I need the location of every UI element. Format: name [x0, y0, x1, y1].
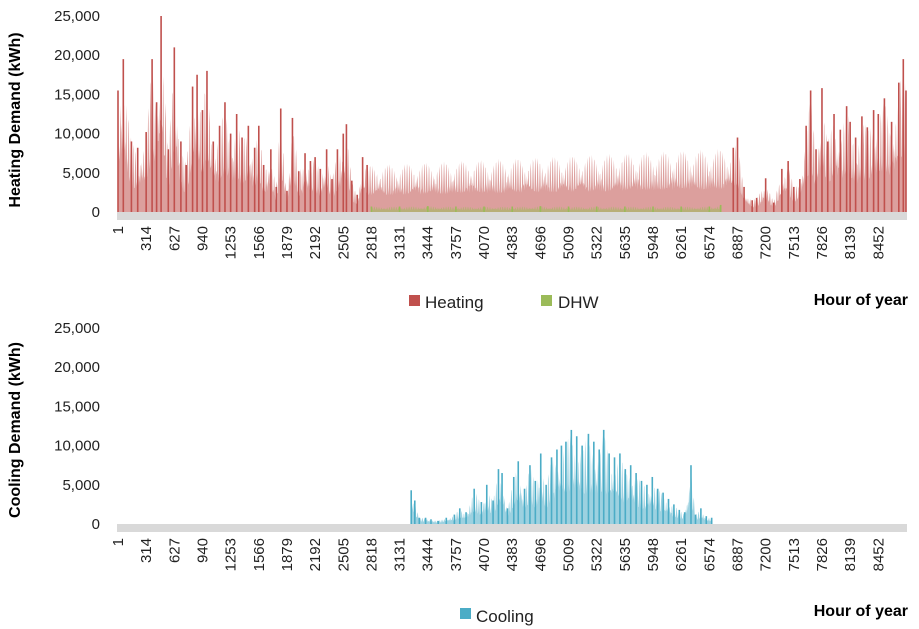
cooling-x-tick-label: 5948	[645, 538, 662, 571]
heating-x-tick-label: 1879	[279, 226, 296, 259]
heating-legend: Heating DHW	[409, 293, 599, 312]
heating-x-tick-label: 3757	[448, 226, 465, 259]
cooling-x-axis-band	[117, 524, 907, 532]
heating-x-tick-label: 940	[195, 226, 212, 251]
heating-x-tick-label: 2192	[307, 226, 324, 259]
cooling-x-tick-label: 1879	[279, 538, 296, 571]
heating-y-tick-label: 5,000	[62, 165, 100, 182]
cooling-x-tick-label: 1253	[223, 538, 240, 571]
cooling-x-tick-label: 5322	[589, 538, 606, 571]
cooling-y-axis-label: Cooling Demand (kWh)	[7, 342, 24, 518]
heating-y-tick-label: 0	[92, 204, 100, 221]
heating-x-tick-label: 5322	[589, 226, 606, 259]
heating-x-tick-label: 7513	[786, 226, 803, 259]
heating-x-tick-label: 7826	[814, 226, 831, 259]
cooling-x-tick-label: 6574	[701, 538, 718, 571]
cooling-x-tick-label: 940	[195, 538, 212, 563]
heating-x-tick-label: 627	[166, 226, 183, 251]
cooling-x-ticks: 1 314 627 940 1253 1566 1879 2192 2505 2818 3131 34…	[110, 538, 887, 571]
cooling-x-tick-label: 4696	[532, 538, 549, 571]
cooling-x-tick-label: 314	[138, 538, 155, 563]
cooling-x-tick-label: 8139	[842, 538, 859, 571]
cooling-x-tick-label: 5635	[617, 538, 634, 571]
cooling-x-tick-label: 2505	[335, 538, 352, 571]
cooling-x-tick-label: 1566	[251, 538, 268, 571]
cooling-y-tick-label: 0	[92, 516, 100, 533]
cooling-y-ticks: 25,000 20,000 15,000 10,000 5,000 0	[54, 320, 100, 533]
heating-x-tick-label: 3131	[392, 226, 409, 259]
heating-x-tick-label: 1253	[223, 226, 240, 259]
cooling-x-axis-label: Hour of year	[814, 603, 908, 620]
cooling-bars	[410, 429, 713, 524]
cooling-x-tick-label: 5009	[561, 538, 578, 571]
cooling-legend: Cooling	[460, 607, 534, 626]
heating-y-tick-label: 10,000	[54, 126, 100, 143]
heating-x-axis-band	[117, 212, 907, 220]
cooling-x-tick-label: 6887	[730, 538, 747, 571]
heating-x-tick-label: 4696	[532, 226, 549, 259]
legend-label-cooling: Cooling	[476, 607, 534, 626]
heating-x-tick-label: 8139	[842, 226, 859, 259]
cooling-x-tick-label: 3757	[448, 538, 465, 571]
cooling-y-tick-label: 20,000	[54, 359, 100, 376]
cooling-y-tick-label: 15,000	[54, 398, 100, 415]
heating-x-tick-label: 5009	[561, 226, 578, 259]
heating-x-tick-label: 4070	[476, 226, 493, 259]
cooling-x-tick-label: 7513	[786, 538, 803, 571]
cooling-x-tick-label: 3444	[420, 538, 437, 571]
cooling-x-tick-label: 4070	[476, 538, 493, 571]
cooling-x-tick-label: 8452	[870, 538, 887, 571]
heating-x-tick-label: 6261	[673, 226, 690, 259]
heating-x-tick-label: 4383	[504, 226, 521, 259]
heating-demand-chart: Heating Demand (kWh) 25,00020,00015,0001…	[7, 8, 908, 312]
heating-y-tick-label: 15,000	[54, 86, 100, 103]
heating-x-tick-label: 7200	[758, 226, 775, 259]
series-fill-dhw	[371, 205, 721, 212]
cooling-x-tick-label: 6261	[673, 538, 690, 571]
heating-x-tick-label: 6574	[701, 226, 718, 259]
legend-label-heating: Heating	[425, 293, 484, 312]
heating-x-ticks: 1 314 627 940 1253 1566 1879 2192 2505 2818 3131 34…	[110, 226, 887, 259]
heating-y-ticks: 25,000 20,000 15,000 10,000 5,000 0	[54, 8, 100, 221]
cooling-x-tick-label: 7200	[758, 538, 775, 571]
cooling-y-tick-label: 10,000	[54, 438, 100, 455]
heating-y-tick-label: 20,000	[54, 47, 100, 64]
heating-x-tick-label: 5635	[617, 226, 634, 259]
cooling-x-tick-label: 1	[110, 538, 127, 546]
heating-x-tick-label: 8452	[870, 226, 887, 259]
heating-y-tick-label: 25,000	[54, 8, 100, 25]
cooling-x-tick-label: 4383	[504, 538, 521, 571]
legend-label-dhw: DHW	[558, 293, 599, 312]
legend-swatch-cooling	[460, 608, 471, 619]
cooling-x-tick-label: 3131	[392, 538, 409, 571]
cooling-demand-chart: Cooling Demand (kWh) 25,00020,00015,0001…	[7, 320, 908, 626]
heating-x-tick-label: 6887	[730, 226, 747, 259]
legend-swatch-dhw	[541, 295, 552, 306]
heating-x-axis-label: Hour of year	[814, 292, 908, 309]
cooling-x-tick-label: 7826	[814, 538, 831, 571]
legend-swatch-heating	[409, 295, 420, 306]
cooling-x-tick-label: 2818	[363, 538, 380, 571]
heating-x-tick-label: 5948	[645, 226, 662, 259]
cooling-x-tick-label: 2192	[307, 538, 324, 571]
cooling-y-tick-label: 5,000	[62, 477, 100, 494]
heating-x-tick-label: 2505	[335, 226, 352, 259]
heating-x-tick-label: 2818	[363, 226, 380, 259]
heating-bars	[117, 16, 907, 213]
cooling-y-tick-label: 25,000	[54, 320, 100, 337]
cooling-x-tick-label: 627	[166, 538, 183, 563]
heating-x-tick-label: 1	[110, 226, 127, 234]
heating-x-tick-label: 3444	[420, 226, 437, 259]
heating-y-axis-label: Heating Demand (kWh)	[7, 32, 24, 207]
heating-x-tick-label: 314	[138, 226, 155, 251]
heating-x-tick-label: 1566	[251, 226, 268, 259]
